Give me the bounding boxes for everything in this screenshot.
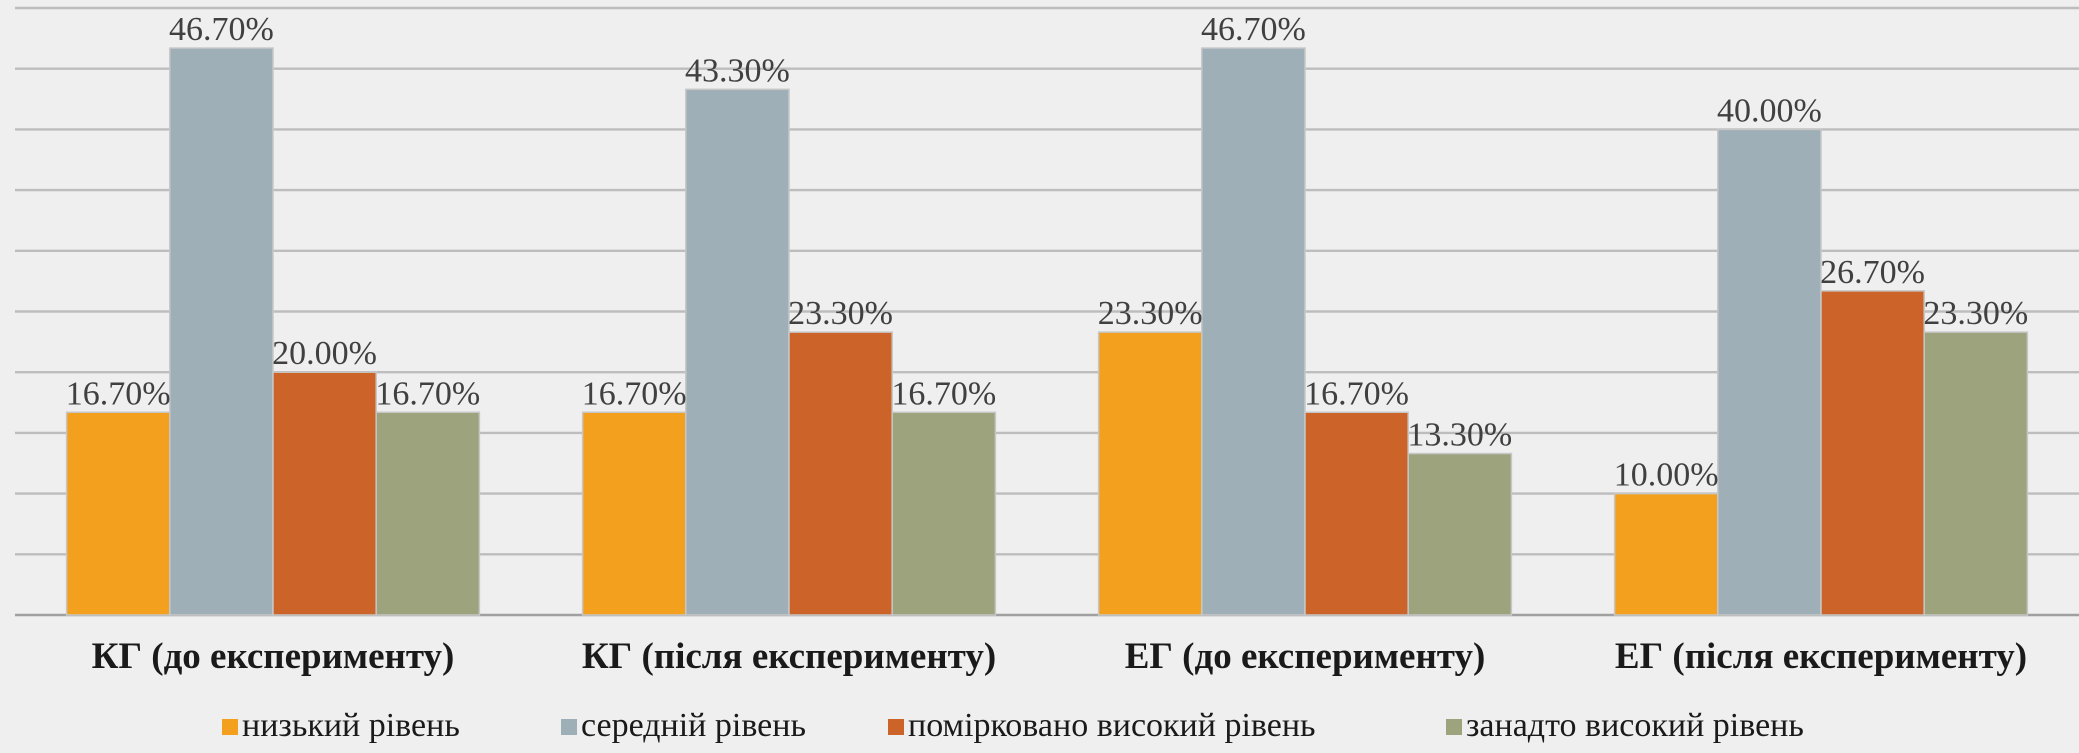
data-label: 16.70%	[1304, 375, 1409, 412]
bar	[1407, 452, 1513, 616]
data-label: 23.30%	[1098, 295, 1203, 332]
data-label: 23.30%	[788, 295, 893, 332]
legend-label: помірковано високий рівень	[908, 707, 1316, 744]
data-label: 23.30%	[1923, 295, 2028, 332]
data-label: 26.70%	[1820, 254, 1925, 291]
legend-swatch	[888, 719, 904, 735]
legend-swatch	[222, 719, 238, 735]
category-label: ЕГ (після експерименту)	[1615, 636, 2027, 677]
bar	[891, 411, 997, 616]
data-label: 43.30%	[685, 52, 790, 89]
data-label: 16.70%	[891, 375, 996, 412]
data-label: 40.00%	[1717, 92, 1822, 129]
data-label: 13.30%	[1407, 417, 1512, 454]
bar	[1820, 290, 1925, 616]
bar	[1097, 331, 1203, 616]
data-label: 16.70%	[66, 375, 171, 412]
bar	[1304, 411, 1409, 616]
legend-label: середній рівень	[581, 707, 806, 744]
bar	[65, 411, 171, 616]
data-label: 10.00%	[1614, 457, 1719, 494]
bar	[685, 88, 790, 616]
bar	[272, 371, 377, 616]
data-label: 20.00%	[272, 335, 377, 372]
bar	[169, 47, 274, 616]
legend-label: низький рівень	[242, 707, 460, 744]
data-label-layer: 16.70%46.70%20.00%16.70% 16.70%43.30%23.3…	[66, 11, 2028, 494]
legend: низький рівень середній рівень помірковано…	[222, 707, 1804, 744]
legend-swatch	[561, 719, 577, 735]
category-label: КГ (до експерименту)	[92, 636, 455, 677]
category-label: КГ (після експерименту)	[582, 636, 996, 677]
bar	[1613, 492, 1719, 616]
bar	[375, 411, 481, 616]
data-label: 46.70%	[169, 11, 274, 48]
category-label-layer: КГ (до експерименту) КГ (після експеримен…	[92, 636, 2027, 677]
legend-swatch	[1446, 719, 1462, 735]
bar-layer	[65, 47, 2029, 616]
bar	[1717, 128, 1822, 616]
data-label: 16.70%	[375, 375, 480, 412]
data-label: 46.70%	[1201, 11, 1306, 48]
category-label: ЕГ (до експерименту)	[1125, 636, 1486, 677]
data-label: 16.70%	[582, 375, 687, 412]
bar	[1923, 331, 2029, 616]
bar	[581, 411, 687, 616]
legend-label: занадто високий рівень	[1466, 707, 1804, 744]
bar	[1201, 47, 1306, 616]
bar	[788, 331, 893, 616]
